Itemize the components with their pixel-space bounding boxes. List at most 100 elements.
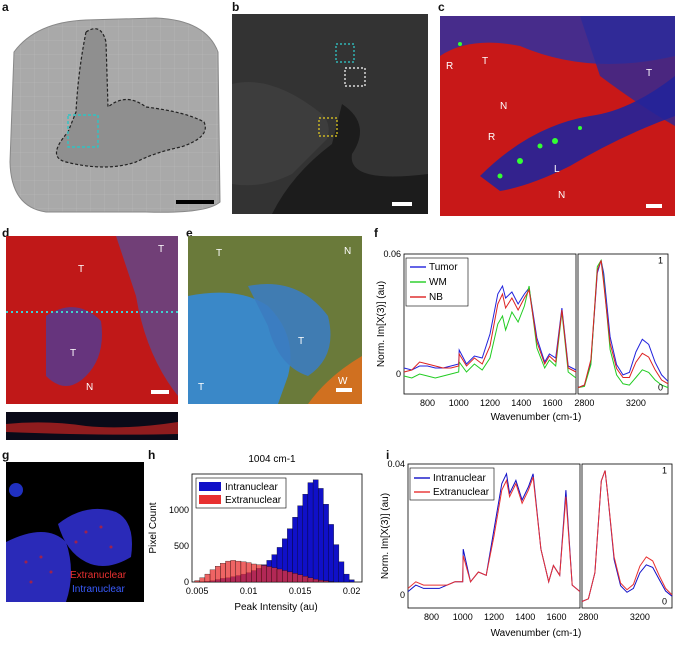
annotation-r1: R xyxy=(446,61,454,72)
bar-extranuclear xyxy=(307,577,314,583)
multichannel-image: T N T T W xyxy=(188,236,362,404)
plot-frame-right xyxy=(577,253,669,395)
panel-label-d: d xyxy=(2,226,10,240)
bar-intranuclear xyxy=(307,482,314,583)
y-axis-label: Pixel Count xyxy=(148,502,159,553)
series-wm-left xyxy=(403,285,577,379)
brain-section-svg xyxy=(9,17,221,213)
tick-y-500: 500 xyxy=(174,541,189,551)
series-extranuclear-right xyxy=(581,470,673,602)
plot-frame-left xyxy=(403,253,577,395)
segmentation-image: Extranuclear Intranuclear xyxy=(6,462,144,602)
series-group-right xyxy=(577,258,669,389)
bar-extranuclear xyxy=(261,565,267,583)
bar-intranuclear xyxy=(292,517,298,583)
tick-y-1000: 1000 xyxy=(169,505,189,515)
legend-nb: NB xyxy=(429,292,443,303)
annotation-d-t2: T xyxy=(158,244,165,255)
bar-extranuclear xyxy=(276,568,283,583)
tick-x-1600: 1600 xyxy=(547,612,567,622)
bar-intranuclear xyxy=(302,494,309,583)
srs-overview-image xyxy=(232,14,428,214)
annotation-e-w: W xyxy=(338,376,348,387)
series-group-left xyxy=(407,472,581,592)
tumor-margin-image: R T T N R L N xyxy=(440,16,675,216)
bar-extranuclear xyxy=(251,563,257,583)
tick-x-1400: 1400 xyxy=(515,612,535,622)
tick-x-800: 800 xyxy=(424,612,439,622)
tumor-infiltration-svg xyxy=(6,236,178,404)
bar-extranuclear xyxy=(312,578,319,583)
x-axis-label: Peak Intensity (au) xyxy=(234,602,317,613)
bar-intranuclear xyxy=(343,573,350,583)
legend-swatch-extranuclear xyxy=(199,495,221,504)
tick-y-left-0.06: 0.06 xyxy=(383,249,401,259)
cross-section-svg xyxy=(6,412,178,440)
annotation-t2: T xyxy=(646,68,653,79)
tick-labels: 800 1000 1200 1400 1600 2800 3200 0 0.06 0 1 xyxy=(383,249,663,408)
tick-y-right-0: 0 xyxy=(658,383,663,393)
panel-label-i: i xyxy=(386,448,390,462)
bar-extranuclear xyxy=(282,570,288,583)
bar-intranuclear xyxy=(328,524,334,583)
tick-x-1600: 1600 xyxy=(543,398,563,408)
bar-extranuclear xyxy=(220,563,226,583)
tumor-infiltration-image: T T T N xyxy=(6,236,178,404)
legend-extranuclear: Extranuclear xyxy=(70,570,127,581)
tick-y-left-0.04: 0.04 xyxy=(387,459,405,469)
annotation-e-t3: T xyxy=(198,382,205,393)
legend-tumor: Tumor xyxy=(429,262,458,273)
tick-y-right-1: 1 xyxy=(662,466,667,476)
y-axis-label: Norm. Im[X(3)] (au) xyxy=(380,493,391,579)
bar-extranuclear xyxy=(215,566,221,583)
bar-extranuclear xyxy=(292,573,298,583)
bar-extranuclear xyxy=(323,580,329,583)
bar-extranuclear xyxy=(230,560,236,583)
annotation-d-n: N xyxy=(86,382,94,393)
bar-extranuclear xyxy=(318,580,324,583)
series-tumor-left xyxy=(403,284,577,371)
bar-intranuclear xyxy=(318,488,324,583)
tick-labels: 800 1000 1200 1400 1600 2800 3200 0 0.04 0 1 xyxy=(387,459,667,622)
annotation-t1: T xyxy=(482,56,489,67)
bar-intranuclear xyxy=(338,561,345,583)
annotation-d-t3: T xyxy=(70,348,77,359)
tick-x-3200: 3200 xyxy=(630,612,650,622)
legend-swatch-intranuclear xyxy=(199,482,221,491)
legend: Intranuclear Extranuclear xyxy=(409,467,495,501)
chart-title: 1004 cm-1 xyxy=(248,454,296,465)
multichannel-svg xyxy=(188,236,362,404)
annotation-r2: R xyxy=(488,132,496,143)
annotation-d-t1: T xyxy=(78,264,85,275)
panel-label-a: a xyxy=(2,0,9,14)
series-nb-right xyxy=(577,260,669,389)
series-group-right xyxy=(581,470,673,602)
tick-x-2800: 2800 xyxy=(578,612,598,622)
y-axis-label: Norm. Im[X(3)] (au) xyxy=(376,281,387,367)
segmentation-svg xyxy=(6,462,144,602)
bar-extranuclear xyxy=(225,560,231,583)
series-intranuclear-right xyxy=(581,470,673,602)
tick-x-1200: 1200 xyxy=(484,612,504,622)
spectra-chart-i: 800 1000 1200 1400 1600 2800 3200 0 0.04 0 1 Norm.… xyxy=(380,459,673,639)
legend-intranuclear: Intranuclear xyxy=(433,473,486,484)
tick-x-0.005: 0.005 xyxy=(186,586,209,596)
tick-y-right-1: 1 xyxy=(658,255,663,265)
tick-x-3200: 3200 xyxy=(626,398,646,408)
bar-extranuclear xyxy=(287,571,293,583)
bar-intranuclear xyxy=(333,544,340,583)
legend-intranuclear: Intranuclear xyxy=(225,482,278,493)
tick-y-left-0: 0 xyxy=(396,369,401,379)
tick-labels: 0.005 0.01 0.015 0.02 0 500 1000 xyxy=(169,505,360,596)
legend-extranuclear: Extranuclear xyxy=(433,487,490,498)
legend-extranuclear: Extranuclear xyxy=(225,495,282,506)
brain-section-image xyxy=(6,12,221,217)
tick-x-0.015: 0.015 xyxy=(289,586,312,596)
bar-intranuclear xyxy=(323,504,329,583)
x-axis-label: Wavenumber (cm-1) xyxy=(491,412,582,423)
annotation-e-t1: T xyxy=(216,248,223,259)
bar-extranuclear xyxy=(245,562,252,583)
panel-label-f: f xyxy=(374,226,378,240)
annotation-e-t2: T xyxy=(298,336,305,347)
bar-intranuclear xyxy=(312,479,319,583)
